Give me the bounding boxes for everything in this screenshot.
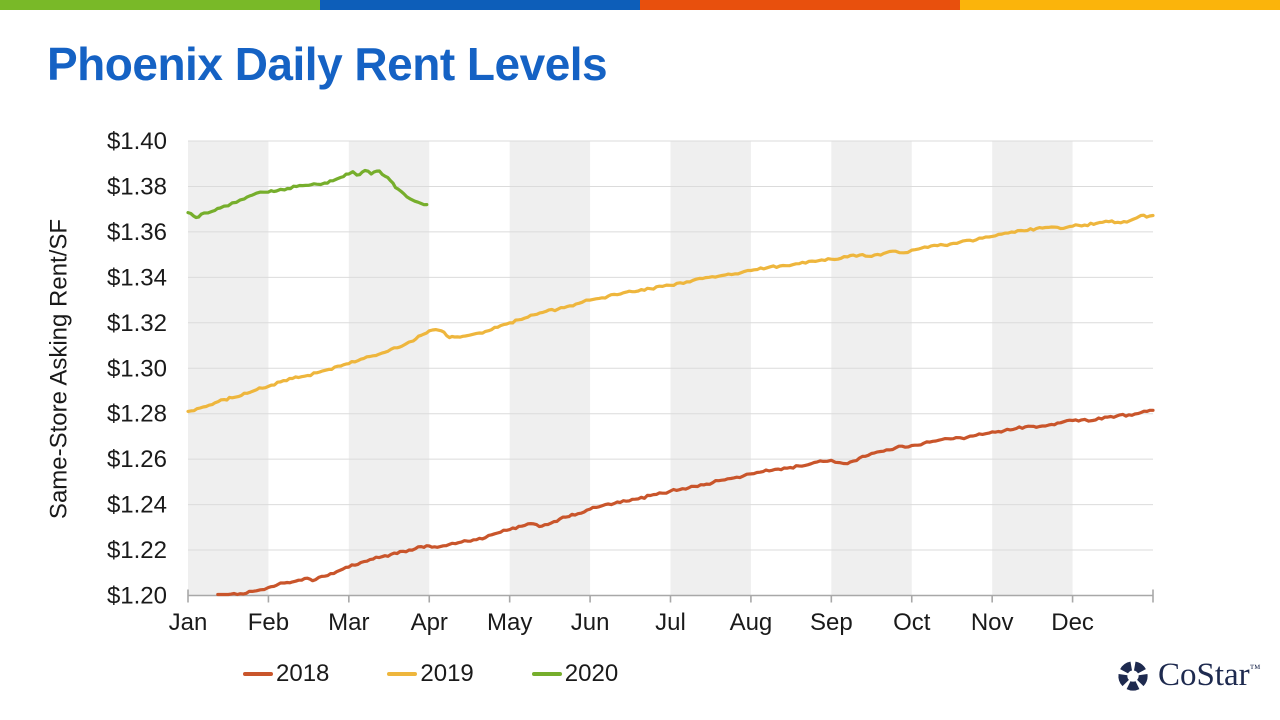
x-tick-label: May [487, 609, 532, 636]
x-tick-label: Jun [571, 609, 610, 636]
legend-item-2020: 2020 [531, 660, 619, 688]
x-tick-label: Apr [411, 609, 448, 636]
y-tick-label: $1.38 [107, 173, 167, 200]
y-tick-label: $1.40 [107, 128, 167, 155]
accent-segment-yellow [960, 0, 1280, 10]
series-line-2018 [216, 408, 1155, 597]
accent-segment-green [0, 0, 320, 10]
accent-segment-orange [640, 0, 960, 10]
costar-logo: CoStar ™ [1117, 656, 1260, 694]
pinwheel-star-center [1125, 668, 1141, 683]
series-line-2019 [186, 213, 1155, 413]
x-tick-label: Nov [971, 609, 1014, 636]
y-tick-label: $1.34 [107, 264, 167, 291]
x-tick-label: Sep [810, 609, 853, 636]
y-tick-label: $1.32 [107, 310, 167, 337]
legend-item-2018: 2018 [243, 660, 329, 688]
legend-label-2018: 2018 [276, 660, 330, 687]
legend-swatch-2019 [387, 672, 418, 676]
top-accent-bar [0, 0, 1280, 10]
y-tick-label: $1.28 [107, 401, 167, 428]
accent-segment-blue [320, 0, 640, 10]
y-tick-label: $1.22 [107, 537, 167, 564]
y-axis-title: Same-Store Asking Rent/SF [45, 219, 72, 519]
series-line-2020 [186, 168, 429, 220]
y-tick-label: $1.26 [107, 446, 167, 473]
y-tick-label: $1.30 [107, 355, 167, 382]
x-tick-label: Jan [169, 609, 208, 636]
x-tick-label: Aug [730, 609, 773, 636]
chart-legend: 2018 2019 2020 [243, 660, 676, 688]
pinwheel-blade [1137, 673, 1148, 687]
x-tick-label: Jul [655, 609, 686, 636]
legend-swatch-2018 [243, 672, 273, 676]
x-tick-label: Feb [248, 609, 289, 636]
y-tick-label: $1.36 [107, 219, 167, 246]
y-tick-label: $1.20 [107, 583, 167, 610]
legend-swatch-2020 [531, 672, 562, 676]
legend-label-2020: 2020 [564, 660, 619, 687]
pinwheel-blade [1133, 661, 1146, 674]
x-tick-label: Oct [893, 609, 931, 636]
legend-label-2019: 2019 [420, 660, 474, 687]
pinwheel-blade [1126, 681, 1140, 691]
pinwheel-blade [1118, 673, 1129, 687]
legend-item-2019: 2019 [387, 660, 474, 688]
costar-logo-text: CoStar [1158, 657, 1250, 693]
x-tick-label: Mar [328, 609, 369, 636]
trademark-symbol: ™ [1249, 663, 1261, 675]
x-tick-label: Dec [1051, 609, 1094, 636]
pinwheel-blade [1120, 661, 1133, 674]
y-tick-label: $1.24 [107, 492, 167, 519]
costar-pinwheel-icon [1118, 661, 1148, 691]
page-title: Phoenix Daily Rent Levels [47, 38, 608, 90]
